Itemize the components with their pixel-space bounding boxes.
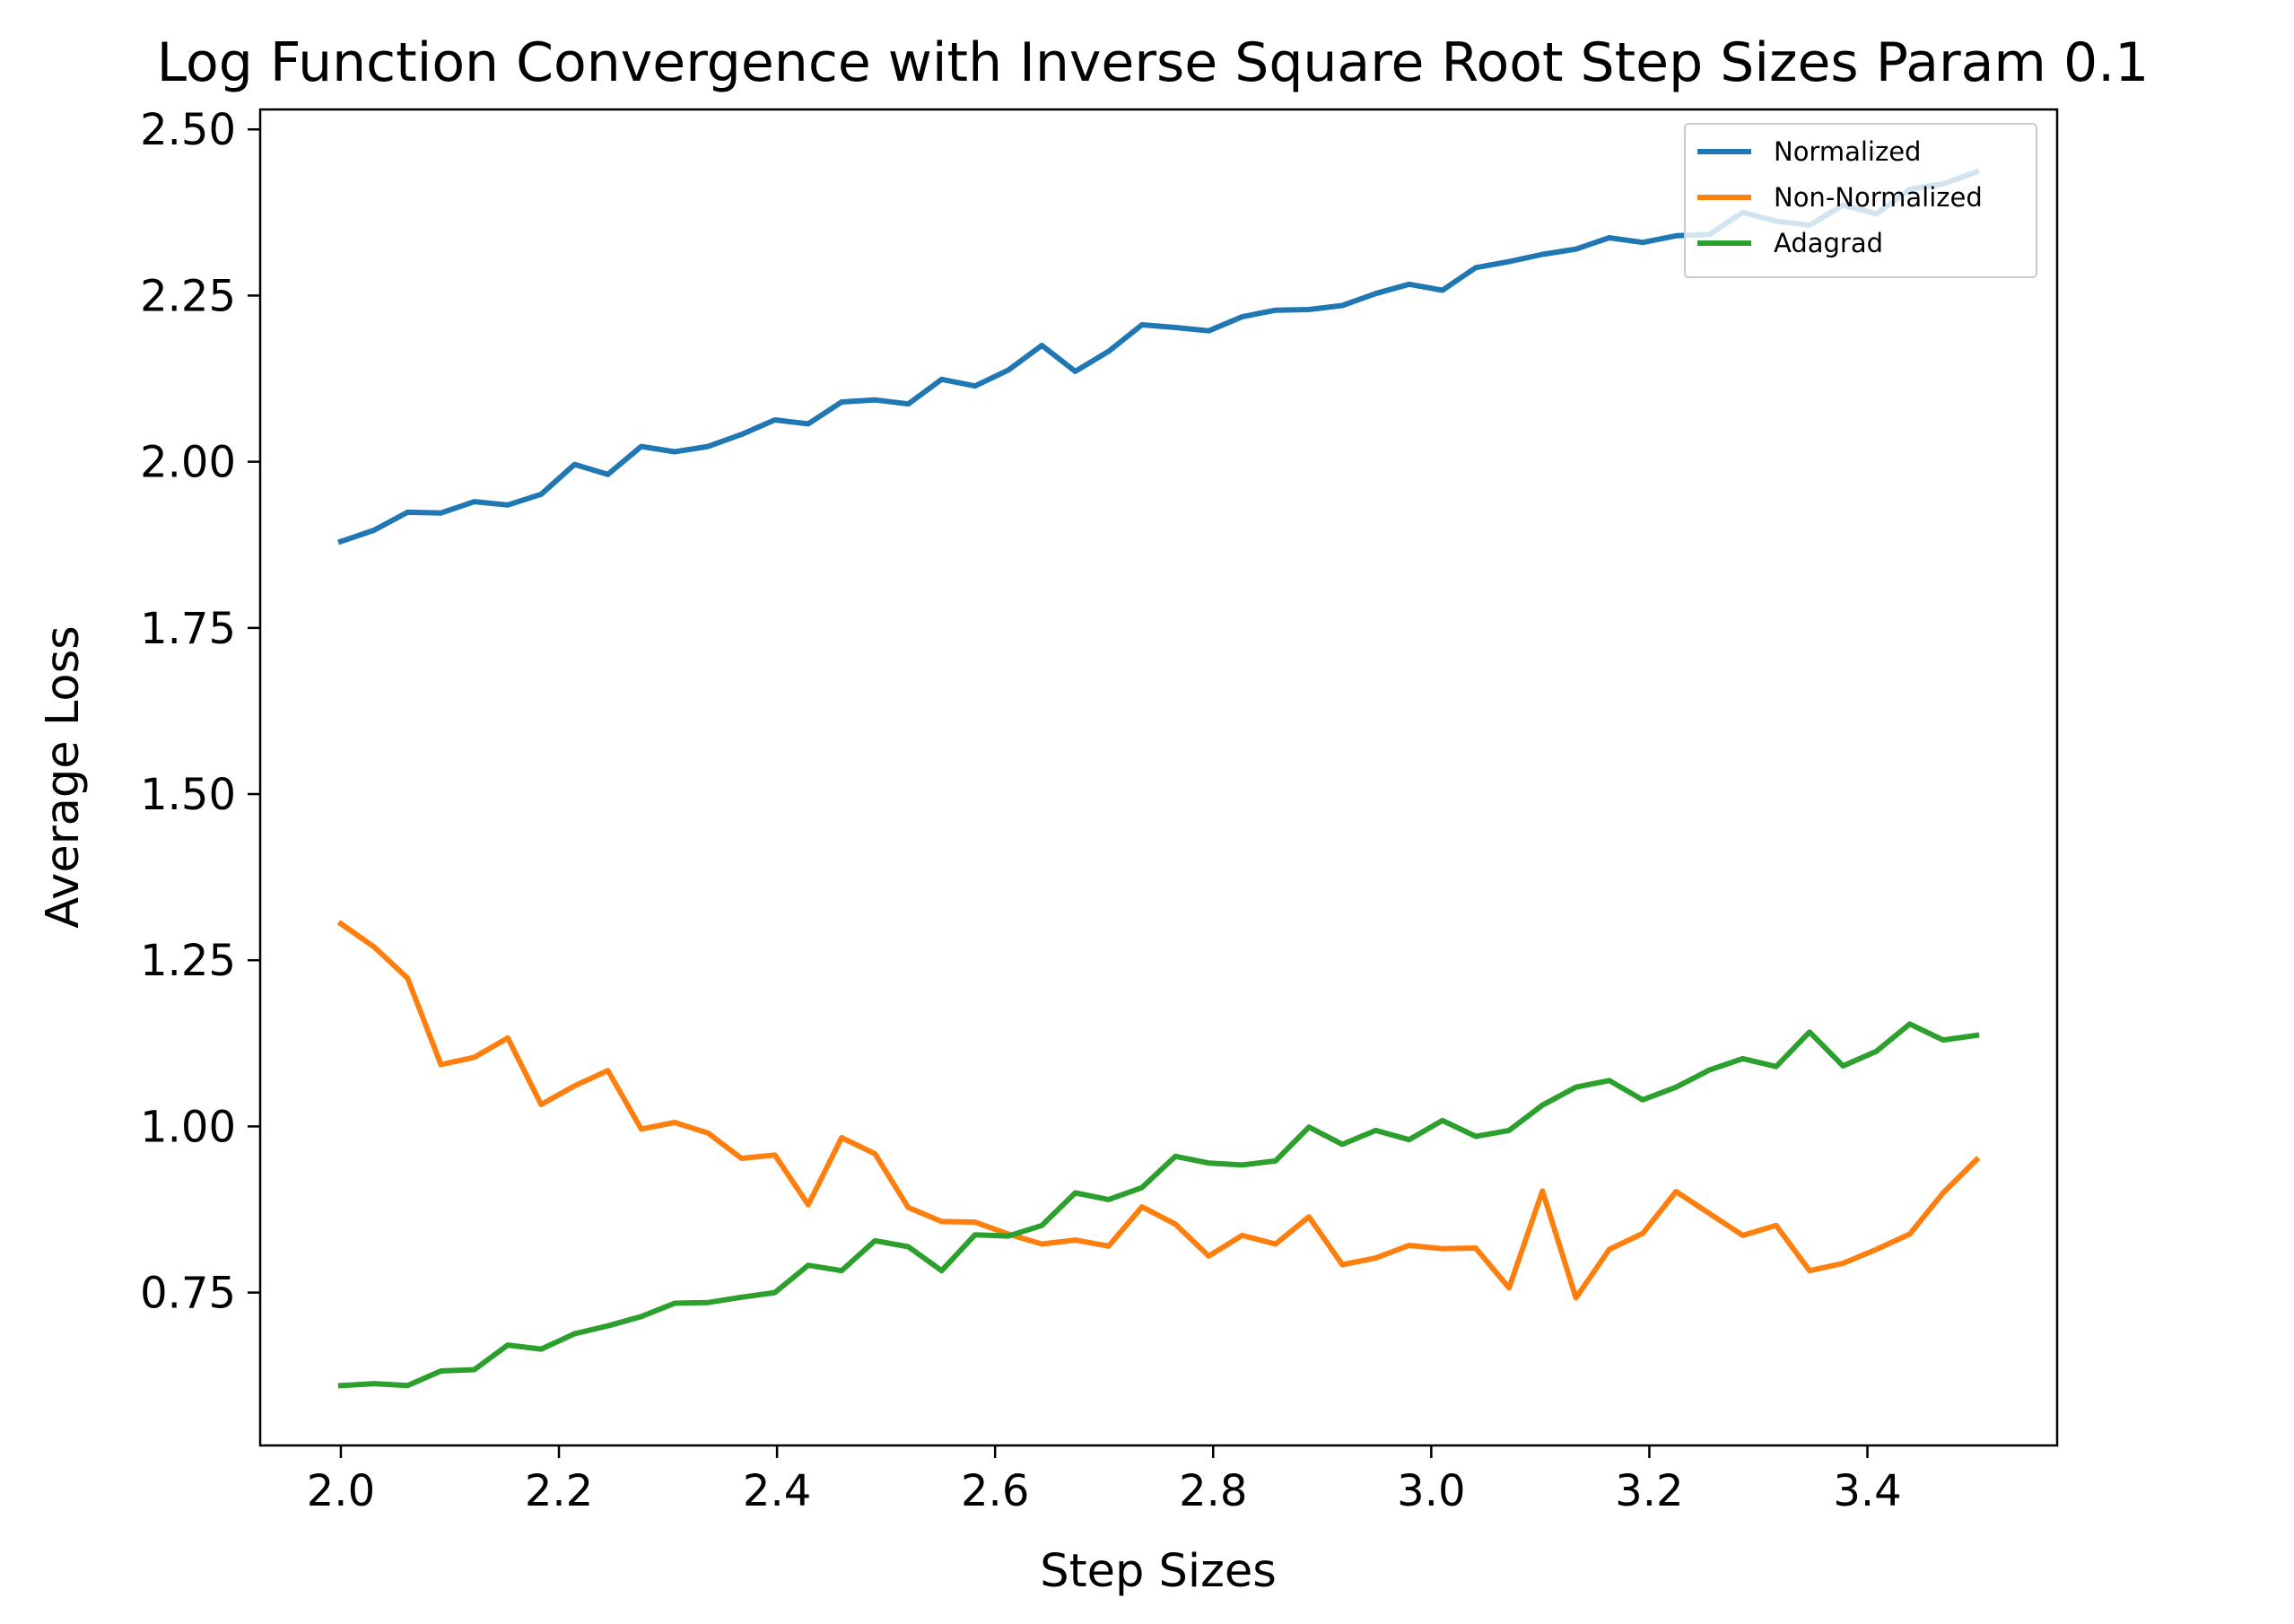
y-tick-label: 1.50 xyxy=(140,770,236,820)
y-tick-label: 1.25 xyxy=(140,936,236,986)
y-tick-label: 2.00 xyxy=(140,438,236,488)
x-tick-label: 3.4 xyxy=(1833,1466,1901,1516)
x-tick-label: 2.8 xyxy=(1179,1466,1247,1516)
x-tick-label: 2.2 xyxy=(525,1466,593,1516)
x-axis: 2.0 2.2 2.4 2.6 2.8 3.0 3.2 3.4 xyxy=(307,1445,1902,1516)
x-tick-label: 2.0 xyxy=(307,1466,375,1516)
legend-box xyxy=(1684,123,2037,278)
x-tick-label: 3.2 xyxy=(1615,1466,1683,1516)
x-tick-label: 2.6 xyxy=(961,1466,1029,1516)
y-tick-label: 2.50 xyxy=(140,105,236,155)
y-tick-label: 0.75 xyxy=(140,1269,236,1319)
plot-frame xyxy=(258,108,2059,1447)
y-tick-label: 1.00 xyxy=(140,1102,236,1152)
y-tick-label: 2.25 xyxy=(140,271,236,321)
plot-area xyxy=(260,109,2057,1445)
series-line-adagrad xyxy=(337,1021,1980,1389)
legend: Normalized Non-Normalized Adagrad xyxy=(1684,123,2037,278)
series-line-non-normalized xyxy=(336,920,1981,1301)
x-tick-label: 2.4 xyxy=(743,1466,811,1516)
legend-label: Normalized xyxy=(1774,136,1921,167)
y-tick-label: 1.75 xyxy=(140,604,236,654)
y-axis-label: Average Loss xyxy=(37,625,90,929)
x-tick-label: 3.0 xyxy=(1397,1466,1465,1516)
x-axis-label: Step Sizes xyxy=(1040,1545,1277,1598)
chart-title: Log Function Convergence with Inverse Sq… xyxy=(157,31,2150,94)
legend-label: Non-Normalized xyxy=(1774,182,1983,213)
legend-label: Adagrad xyxy=(1774,228,1883,258)
y-axis: 0.75 1.00 1.25 1.50 1.75 2.00 2.25 2.50 xyxy=(140,105,260,1319)
